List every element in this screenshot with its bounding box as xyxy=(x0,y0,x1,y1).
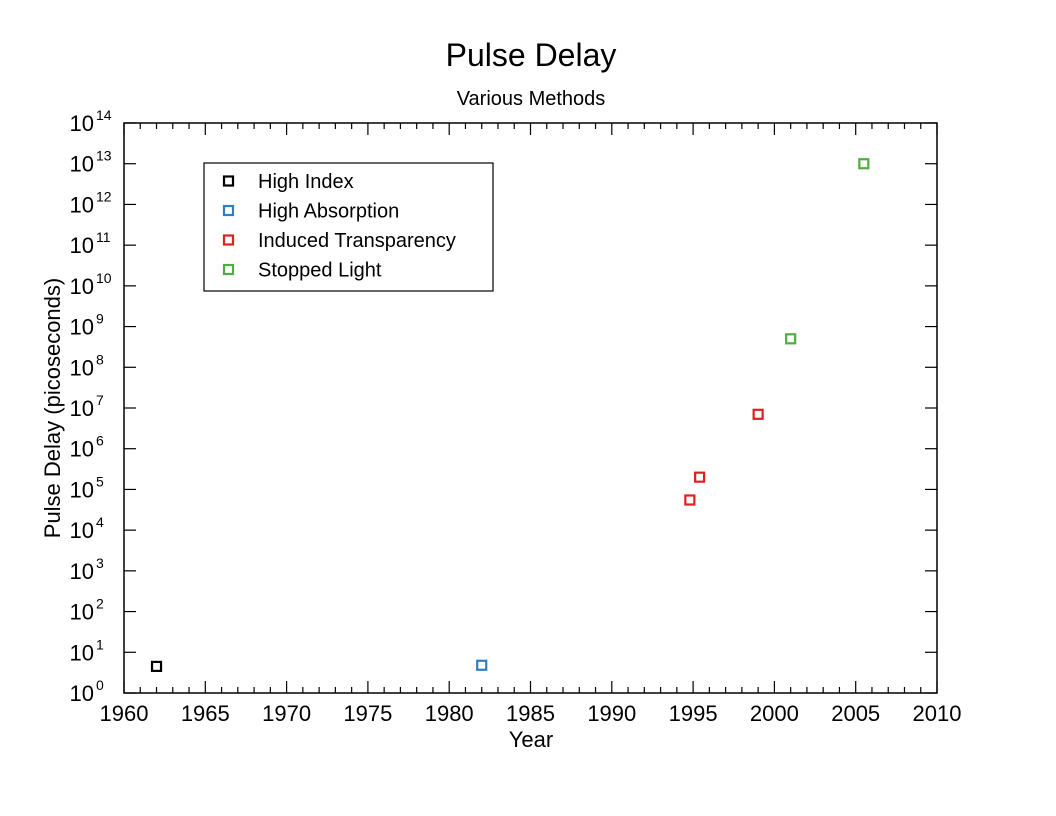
y-tick-base: 10 xyxy=(70,477,94,502)
x-tick-label: 1965 xyxy=(181,701,230,726)
y-tick-label: 10 14 xyxy=(70,107,112,136)
y-tick-label: 10 11 xyxy=(70,229,111,258)
y-tick-base: 10 xyxy=(70,559,94,584)
y-tick-label: 10 5 xyxy=(70,473,104,502)
y-tick-label: 10 10 xyxy=(70,270,112,299)
y-tick-exponent: 7 xyxy=(96,392,104,408)
y-tick-base: 10 xyxy=(70,396,94,421)
x-tick-label: 1995 xyxy=(669,701,718,726)
y-tick-label: 10 3 xyxy=(70,555,104,584)
y-tick-base: 10 xyxy=(70,315,94,340)
x-axis-tick-labels: 1960 1965 1970 1975 1980 1985 1990 1995 2000 2005… xyxy=(100,701,962,726)
y-tick-exponent: 2 xyxy=(96,596,104,612)
y-tick-exponent: 3 xyxy=(96,555,104,571)
y-tick-exponent: 8 xyxy=(96,351,104,367)
y-tick-exponent: 9 xyxy=(96,311,104,327)
y-axis-label: Pulse Delay (picoseconds) xyxy=(40,278,65,538)
legend-marker xyxy=(222,175,235,187)
data-point xyxy=(150,660,163,673)
y-tick-exponent: 0 xyxy=(96,677,104,693)
legend-label: High Index xyxy=(258,171,354,193)
chart-subtitle: Various Methods xyxy=(457,88,606,110)
x-axis-ticks xyxy=(123,123,938,693)
y-tick-label: 10 7 xyxy=(70,392,104,421)
y-tick-base: 10 xyxy=(70,600,94,625)
y-tick-label: 10 0 xyxy=(70,677,104,706)
y-tick-exponent: 6 xyxy=(96,433,104,449)
y-tick-exponent: 12 xyxy=(96,188,112,204)
y-tick-label: 10 9 xyxy=(70,311,104,340)
legend-marker xyxy=(222,263,235,276)
y-tick-exponent: 1 xyxy=(96,636,104,652)
legend-label: Induced Transparency xyxy=(258,230,456,252)
x-tick-label: 1980 xyxy=(425,701,474,726)
x-tick-label: 2000 xyxy=(750,701,799,726)
y-tick-exponent: 13 xyxy=(96,148,112,164)
y-tick-exponent: 4 xyxy=(96,514,104,530)
data-points xyxy=(150,158,870,673)
y-tick-base: 10 xyxy=(70,152,94,177)
x-axis-label: Year xyxy=(509,727,553,752)
legend-label: High Absorption xyxy=(258,201,399,223)
legend-marker xyxy=(222,234,235,246)
y-tick-base: 10 xyxy=(70,111,94,136)
x-tick-label: 1985 xyxy=(506,701,555,726)
y-tick-base: 10 xyxy=(70,355,94,380)
y-tick-label: 10 2 xyxy=(70,596,104,625)
y-tick-label: 10 1 xyxy=(70,636,104,665)
data-point xyxy=(752,408,764,420)
x-tick-label: 1970 xyxy=(262,701,311,726)
y-tick-base: 10 xyxy=(70,437,94,462)
y-tick-label: 10 6 xyxy=(70,433,104,462)
y-tick-label: 10 12 xyxy=(70,188,112,217)
y-tick-exponent: 14 xyxy=(96,107,112,123)
y-tick-label: 10 8 xyxy=(70,351,104,380)
y-tick-base: 10 xyxy=(70,640,94,665)
y-tick-base: 10 xyxy=(70,233,94,258)
x-tick-label: 2005 xyxy=(831,701,880,726)
legend-marker xyxy=(222,204,235,217)
y-tick-base: 10 xyxy=(70,518,94,543)
y-tick-exponent: 11 xyxy=(96,229,111,245)
y-tick-base: 10 xyxy=(70,681,94,706)
data-point xyxy=(858,158,870,170)
x-tick-label: 1960 xyxy=(100,701,149,726)
x-tick-label: 2010 xyxy=(913,701,962,726)
y-tick-exponent: 10 xyxy=(96,270,112,286)
data-point xyxy=(476,659,488,671)
y-tick-exponent: 5 xyxy=(96,473,104,489)
y-tick-label: 10 4 xyxy=(70,514,104,543)
x-tick-label: 1990 xyxy=(587,701,636,726)
legend-label: Stopped Light xyxy=(258,260,382,282)
y-tick-base: 10 xyxy=(70,192,94,217)
legend-box xyxy=(203,162,494,292)
y-tick-label: 10 13 xyxy=(70,148,112,177)
y-tick-base: 10 xyxy=(70,274,94,299)
data-point xyxy=(684,494,696,506)
chart-title: Pulse Delay xyxy=(446,37,617,73)
y-axis-ticks xyxy=(124,122,937,694)
legend: High Index High Absorption Induced Transpa… xyxy=(203,162,494,292)
x-tick-label: 1975 xyxy=(343,701,392,726)
data-point xyxy=(694,471,706,483)
data-point xyxy=(785,333,797,345)
